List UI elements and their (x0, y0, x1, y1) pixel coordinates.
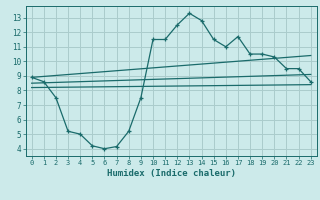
X-axis label: Humidex (Indice chaleur): Humidex (Indice chaleur) (107, 169, 236, 178)
